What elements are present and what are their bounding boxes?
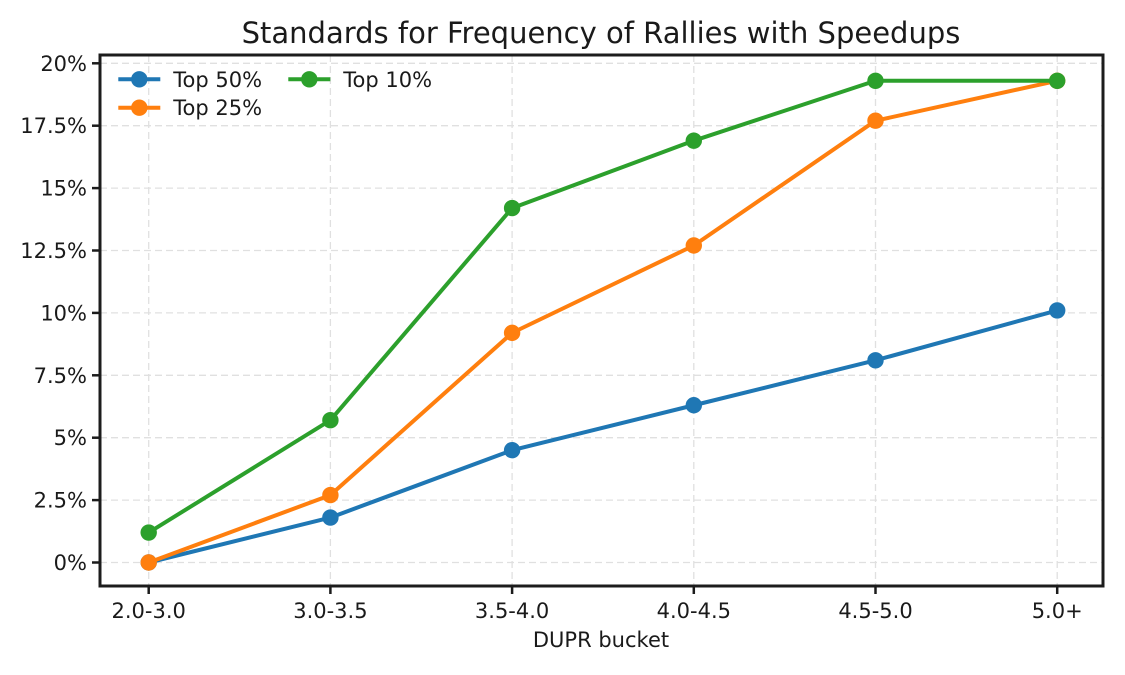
data-series [140, 72, 1066, 571]
x-tick-label: 3.0-3.5 [293, 599, 367, 623]
gridlines [100, 55, 1103, 586]
legend-item: Top 10% [288, 68, 432, 92]
legend-label: Top 10% [342, 68, 432, 92]
y-tick-label: 17.5% [20, 114, 87, 138]
data-point-marker [322, 412, 339, 429]
series-line-top-10- [146, 78, 1060, 535]
series-line-top-50- [146, 308, 1060, 565]
data-point-marker [867, 112, 884, 129]
y-tick-label: 0% [54, 551, 87, 575]
x-tick-label: 4.0-4.5 [657, 599, 731, 623]
y-tick-label: 2.5% [34, 489, 87, 513]
legend-item: Top 25% [118, 96, 262, 120]
data-point-marker [1049, 72, 1066, 89]
data-point-marker [140, 554, 157, 571]
legend-marker [301, 71, 318, 88]
x-tick-label: 4.5-5.0 [838, 599, 912, 623]
x-tick-label: 2.0-3.0 [112, 599, 186, 623]
axis-ticks: 0% 2.5% 5% 7.5% 10% 12.5% 15% 17.5% 20% 2.0-3.0 3.… [20, 52, 1082, 623]
data-point-marker [685, 132, 702, 149]
data-point-marker [503, 324, 521, 342]
data-point-marker [685, 237, 702, 254]
data-point-marker [503, 441, 521, 459]
legend-label: Top 25% [172, 96, 262, 120]
x-axis-label: DUPR bucket [533, 628, 669, 652]
legend: Top 50% Top 25% Top 10% [118, 68, 432, 120]
data-point-marker [322, 509, 339, 526]
y-tick-label: 20% [40, 52, 87, 76]
data-point-marker [1049, 302, 1066, 319]
y-tick-label: 12.5% [20, 239, 87, 263]
legend-item: Top 50% [118, 68, 262, 92]
y-tick-label: 10% [40, 301, 87, 325]
series-line-top-25- [146, 78, 1060, 565]
x-tick-label: 5.0+ [1032, 599, 1083, 623]
data-point-marker [685, 397, 702, 414]
data-point-marker [140, 524, 157, 541]
data-point-marker [322, 486, 339, 504]
data-point-marker [503, 199, 521, 217]
chart-title: Standards for Frequency of Rallies with … [242, 16, 961, 50]
y-tick-label: 7.5% [34, 364, 87, 388]
data-point-marker [867, 72, 884, 89]
y-tick-label: 5% [54, 426, 87, 450]
x-tick-label: 3.5-4.0 [475, 599, 549, 623]
legend-label: Top 50% [172, 68, 262, 92]
data-point-marker [867, 352, 884, 369]
plot-border [98, 53, 1105, 588]
y-tick-label: 15% [40, 177, 87, 201]
legend-marker [131, 71, 148, 88]
legend-marker [131, 99, 148, 116]
